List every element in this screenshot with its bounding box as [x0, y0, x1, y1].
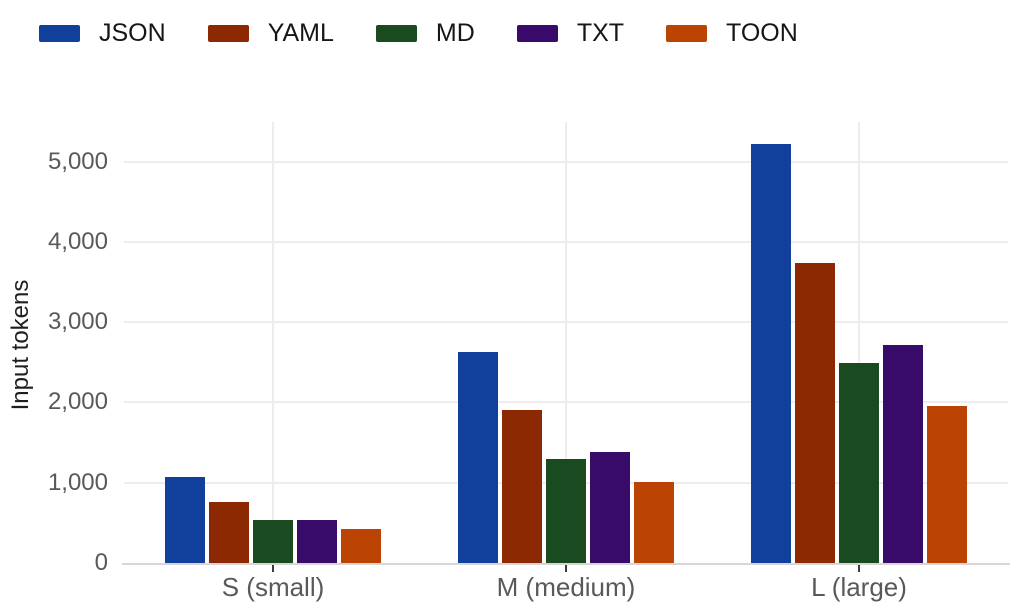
y-tick-label-1: 1,000 [47, 468, 108, 496]
legend-item-txt[interactable]: TXT [516, 19, 625, 47]
legend-label-toon: TOON [726, 19, 798, 47]
legend-label-txt: TXT [576, 19, 625, 47]
bar-toon-1 [634, 482, 674, 563]
bar-yaml-0 [209, 502, 249, 563]
y-tick-label-3: 3,000 [47, 308, 108, 336]
gridline-v-0 [272, 122, 274, 563]
y-tick-label-2: 2,000 [47, 388, 108, 416]
y-tick-label-0: 0 [94, 549, 108, 576]
bar-json-0 [165, 477, 205, 563]
legend-item-toon[interactable]: TOON [666, 21, 798, 46]
bar-txt-1 [590, 452, 630, 563]
x-tick-label-0: S (small) [221, 572, 325, 602]
yaml-series-swatch [207, 25, 249, 42]
legend-label-json: JSON [99, 19, 166, 47]
x-axis-line [122, 563, 1010, 565]
md-series-swatch [375, 25, 417, 42]
bar-txt-2 [883, 345, 923, 563]
bar-toon-0 [341, 529, 381, 563]
legend-item-json[interactable]: JSON [39, 21, 166, 46]
bar-yaml-1 [502, 410, 542, 563]
bar-md-0 [253, 520, 293, 563]
bar-toon-2 [927, 406, 967, 563]
x-tick-label-1: M (medium) [496, 572, 636, 602]
gridline-v-1 [565, 122, 567, 563]
json-series-swatch [39, 25, 80, 42]
y-tick-label-4: 4,000 [47, 227, 108, 255]
gridline-v-2 [858, 122, 860, 563]
x-axis-tick-2 [858, 565, 860, 572]
legend-label-yaml: YAML [267, 19, 334, 47]
legend-item-yaml[interactable]: YAML [207, 19, 334, 47]
chart-legend: JSON YAML MD TXT TOON [39, 21, 798, 46]
x-tick-label-2: L (large) [811, 572, 907, 602]
bar-md-1 [546, 459, 586, 563]
bar-yaml-2 [795, 263, 835, 563]
bar-md-2 [839, 363, 879, 563]
legend-label-md: MD [435, 19, 475, 47]
bar-json-1 [458, 352, 498, 563]
legend-item-md[interactable]: MD [375, 19, 475, 47]
bar-json-2 [751, 144, 791, 563]
y-tick-label-5: 5,000 [47, 147, 108, 175]
bar-txt-0 [297, 520, 337, 563]
toon-series-swatch [666, 25, 708, 42]
txt-series-swatch [516, 25, 558, 42]
x-axis-tick-1 [565, 565, 567, 572]
x-axis-tick-0 [272, 565, 274, 572]
